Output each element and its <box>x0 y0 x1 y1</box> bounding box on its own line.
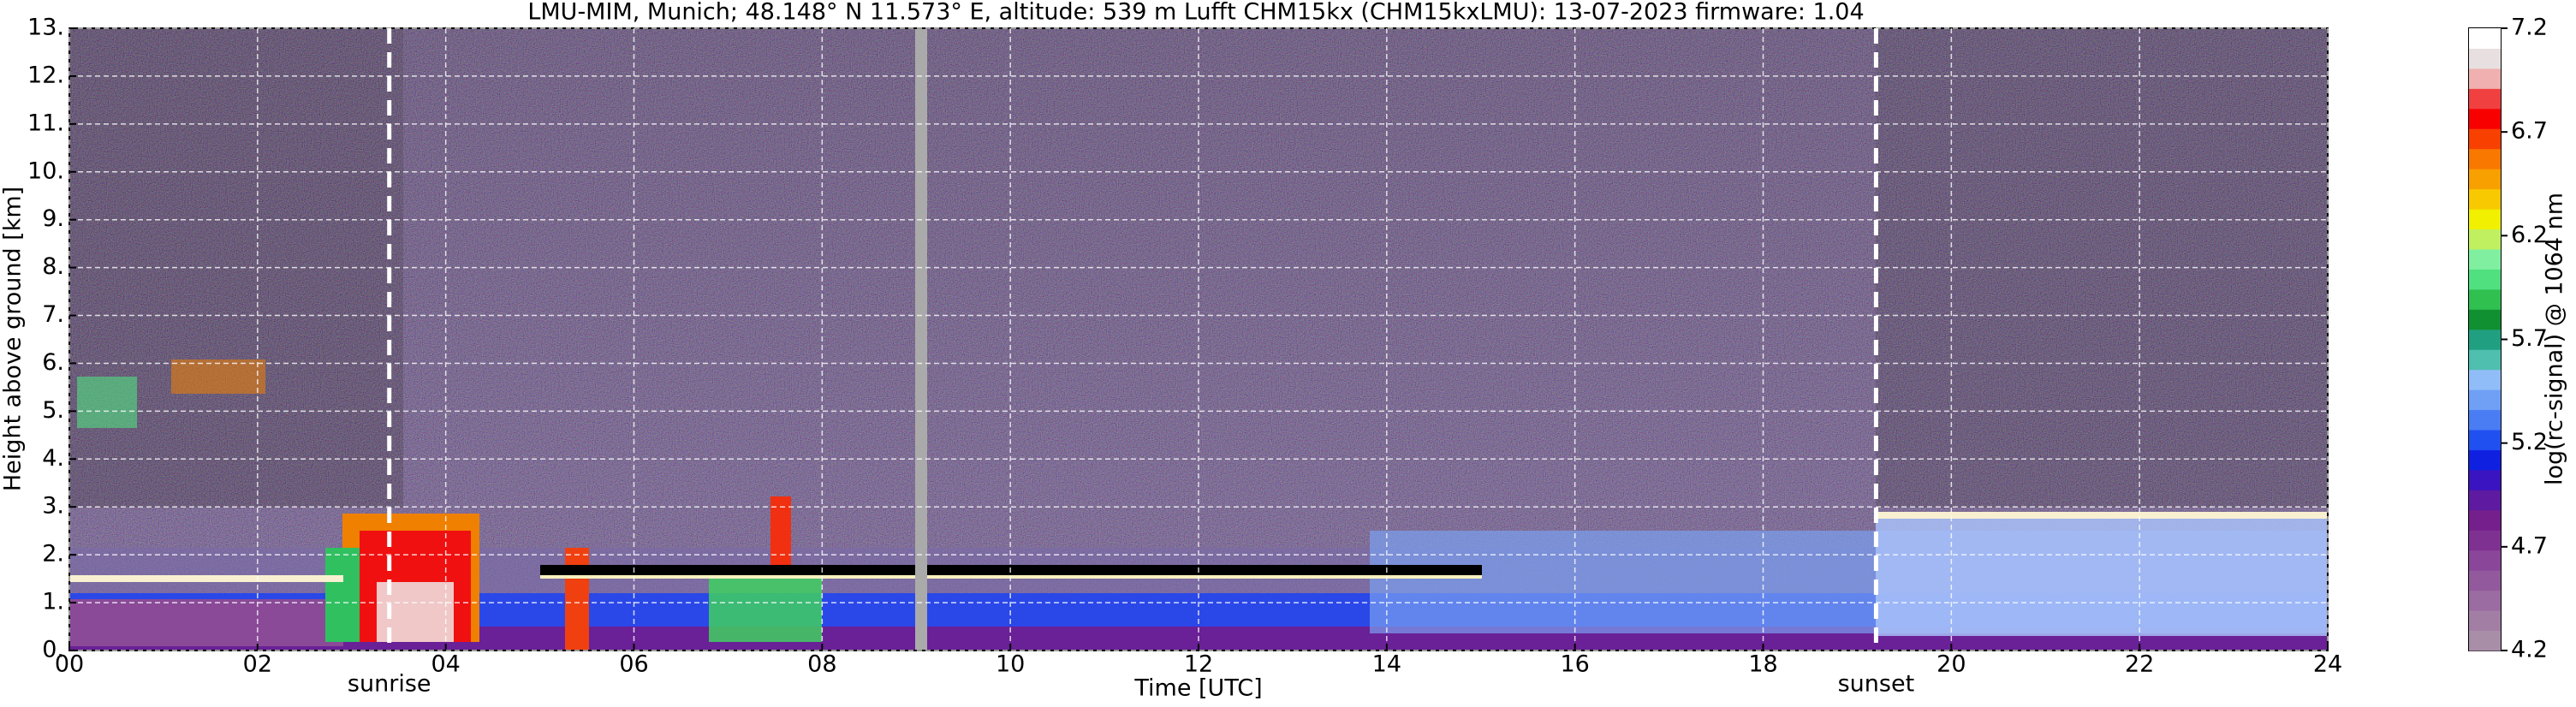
x-tick-label: 14 <box>1372 651 1401 678</box>
colorbar-segment <box>2469 550 2501 571</box>
colorbar-segment <box>2469 349 2501 371</box>
y-tick-label: 5. <box>42 397 64 424</box>
x-axis-label: Time [UTC] <box>1133 675 1262 702</box>
colorbar-segment <box>2469 309 2501 330</box>
x-tick-label: 20 <box>1936 651 1966 678</box>
colorbar-segment <box>2469 490 2501 511</box>
x-tick-label: 08 <box>807 651 836 678</box>
y-tick-label: 8. <box>42 253 64 280</box>
colorbar-segment <box>2469 369 2501 390</box>
colorbar-segment <box>2469 570 2501 591</box>
colorbar-segment <box>2469 269 2501 290</box>
y-tick-label: 12. <box>27 62 64 88</box>
colorbar-segment <box>2469 128 2501 150</box>
colorbar-tick-label: 5.7 <box>2511 325 2548 352</box>
x-tick-label: 02 <box>243 651 272 678</box>
colorbar-segment <box>2469 389 2501 411</box>
colorbar-segment <box>2469 188 2501 210</box>
y-axis-label: Height above ground [km] <box>0 187 27 491</box>
colorbar-segment <box>2469 108 2501 129</box>
x-tick-label: 04 <box>431 651 460 678</box>
colorbar-segment <box>2469 449 2501 471</box>
x-tick-label: 06 <box>619 651 648 678</box>
y-tick-label: 0. <box>42 637 64 663</box>
background-layer <box>1876 516 2328 636</box>
colorbar-segment <box>2469 169 2501 190</box>
colorbar-segment <box>2469 148 2501 169</box>
colorbar-tick-label: 6.7 <box>2511 118 2548 145</box>
colorbar-segment <box>2469 209 2501 230</box>
annotation-label: sunrise <box>348 671 431 698</box>
colorbar-segment <box>2469 430 2501 450</box>
y-tick-label: 6. <box>42 349 64 376</box>
background-layer <box>69 599 343 646</box>
colorbar-tick-label: 4.7 <box>2511 532 2548 559</box>
background-layer <box>171 359 265 394</box>
y-tick-label: 1. <box>42 589 64 615</box>
annotation-label: sunset <box>1838 671 1915 698</box>
colorbar-segment <box>2469 229 2501 250</box>
x-tick-label: 24 <box>2313 651 2342 678</box>
colorbar-segment <box>2469 409 2501 431</box>
background-layer <box>540 575 1482 579</box>
background-layer <box>540 565 1482 575</box>
x-tick-label: 12 <box>1184 651 1213 678</box>
colorbar-segment <box>2469 469 2501 490</box>
y-tick-label: 11. <box>27 110 64 136</box>
background-layer <box>1876 512 2328 519</box>
x-tick-label: 16 <box>1560 651 1589 678</box>
background-layer <box>77 377 137 428</box>
colorbar-segment <box>2469 28 2501 49</box>
colorbar-segment <box>2469 630 2501 651</box>
colorbar-segment <box>2469 610 2501 632</box>
y-tick-label: 2. <box>42 541 64 567</box>
background-layer <box>69 575 343 582</box>
colorbar-segment <box>2469 88 2501 110</box>
data-gap <box>915 28 927 651</box>
x-tick-label: 00 <box>55 651 84 678</box>
x-tick-label: 10 <box>996 651 1025 678</box>
colorbar-segment <box>2469 288 2501 310</box>
colorbar-segment <box>2469 509 2501 531</box>
colorbar-tick-label: 4.2 <box>2511 637 2548 663</box>
colorbar-segment <box>2469 530 2501 551</box>
colorbar-segment <box>2469 48 2501 69</box>
y-tick-label: 4. <box>42 445 64 472</box>
colorbar-tick-label: 7.2 <box>2511 15 2548 41</box>
background-layer <box>770 496 791 573</box>
colorbar-segment <box>2469 590 2501 611</box>
y-tick-label: 9. <box>42 205 64 232</box>
y-tick-label: 3. <box>42 493 64 520</box>
y-tick-label: 7. <box>42 301 64 328</box>
y-tick-label: 13. <box>27 15 64 41</box>
y-tick-label: 10. <box>27 157 64 184</box>
colorbar-segment <box>2469 68 2501 89</box>
colorbar-segment <box>2469 248 2501 270</box>
colorbar-tick-label: 6.2 <box>2511 222 2548 248</box>
x-tick-label: 22 <box>2125 651 2154 678</box>
x-tick-label: 18 <box>1748 651 1777 678</box>
colorbar-segment <box>2469 329 2501 350</box>
colorbar-label: log(rc-signal) @ 1064 nm <box>2542 193 2568 485</box>
background-layer <box>565 548 589 651</box>
chart-title: LMU-MIM, Munich; 48.148° N 11.573° E, al… <box>527 0 1864 26</box>
colorbar-tick-label: 5.2 <box>2511 429 2548 455</box>
